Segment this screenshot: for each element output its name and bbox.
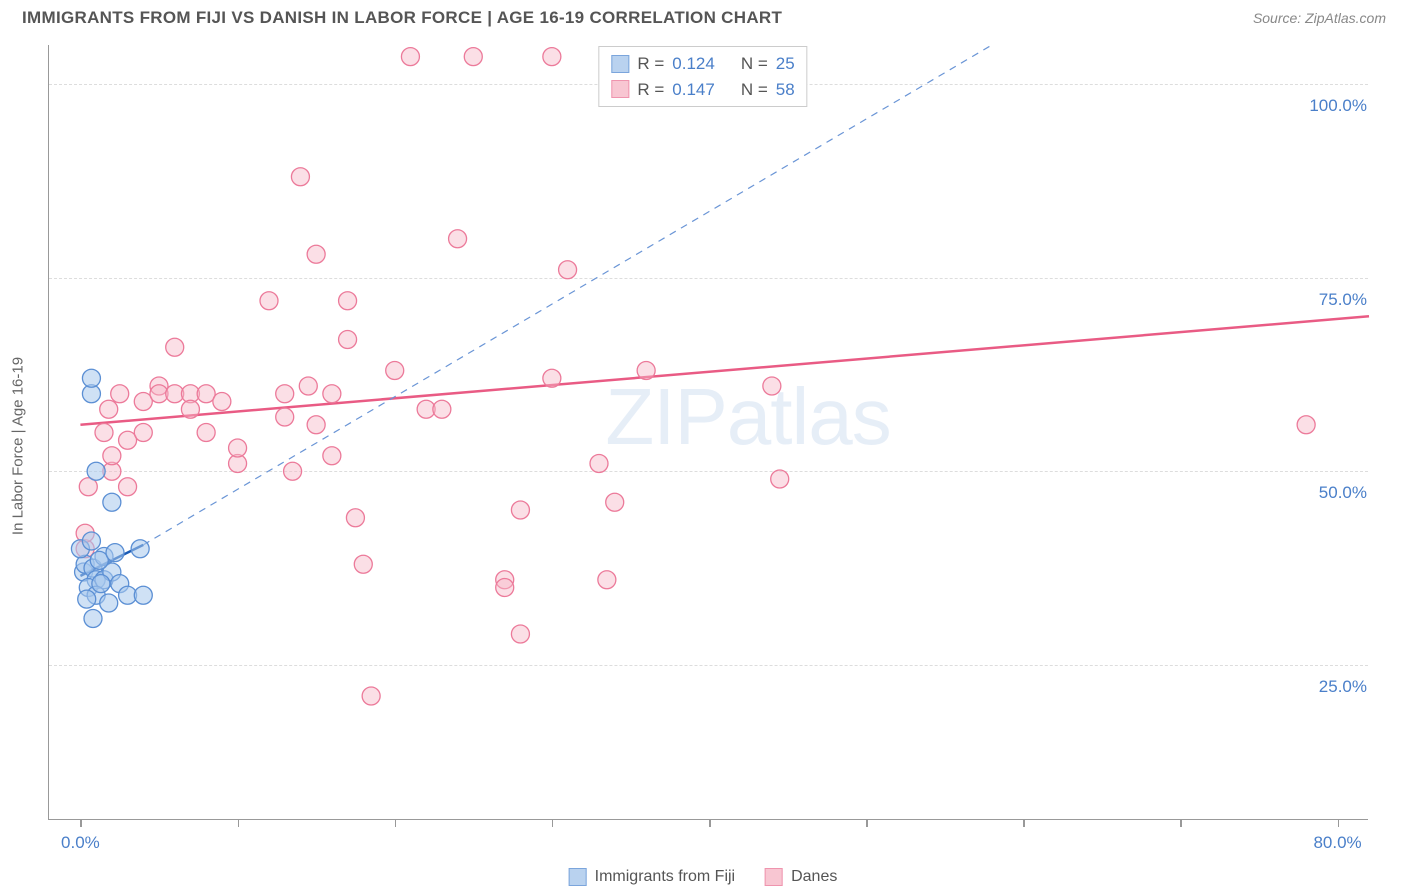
x-tick	[1180, 819, 1182, 827]
y-axis-label: In Labor Force | Age 16-19	[10, 357, 27, 535]
x-tick	[866, 819, 868, 827]
x-tick-label: 80.0%	[1313, 833, 1361, 853]
legend-item-danes: Danes	[765, 868, 837, 886]
x-tick	[552, 819, 554, 827]
chart-source: Source: ZipAtlas.com	[1253, 10, 1386, 26]
legend-label-fiji: Immigrants from Fiji	[595, 868, 735, 886]
bottom-legend: Immigrants from Fiji Danes	[569, 868, 838, 886]
x-tick	[238, 819, 240, 827]
stats-legend-box: R = 0.124 N = 25 R = 0.147 N = 58	[598, 46, 807, 107]
x-tick	[80, 819, 82, 827]
chart-title: IMMIGRANTS FROM FIJI VS DANISH IN LABOR …	[22, 8, 782, 28]
stats-row-danes: R = 0.147 N = 58	[611, 77, 794, 103]
x-tick	[1338, 819, 1340, 827]
chart-header: IMMIGRANTS FROM FIJI VS DANISH IN LABOR …	[0, 0, 1406, 32]
chart-plot-area: ZIPatlas 25.0%50.0%75.0%100.0%0.0%80.0%	[48, 45, 1368, 820]
scatter-plot-svg	[49, 45, 1368, 819]
legend-item-fiji: Immigrants from Fiji	[569, 868, 735, 886]
swatch-danes	[611, 80, 629, 98]
legend-label-danes: Danes	[791, 868, 837, 886]
legend-swatch-danes	[765, 868, 783, 886]
x-tick	[1023, 819, 1025, 827]
swatch-fiji	[611, 55, 629, 73]
x-tick-label: 0.0%	[61, 833, 100, 853]
stats-row-fiji: R = 0.124 N = 25	[611, 51, 794, 77]
legend-swatch-fiji	[569, 868, 587, 886]
x-tick	[709, 819, 711, 827]
x-tick	[395, 819, 397, 827]
